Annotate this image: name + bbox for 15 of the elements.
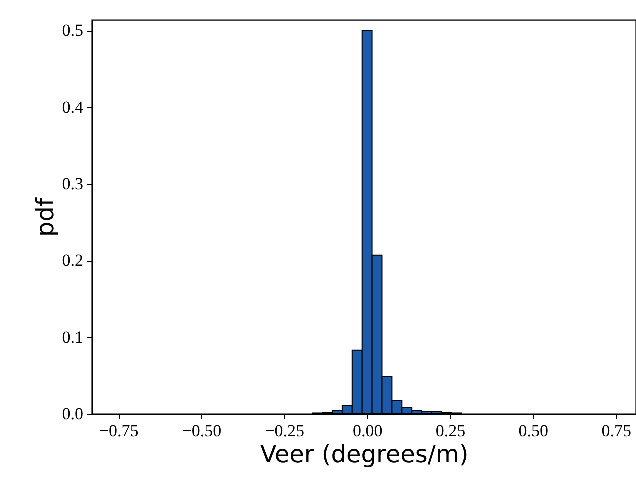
y-tick-label: 0.3	[62, 174, 84, 194]
x-tick-label: 0.75	[602, 422, 632, 440]
x-axis-title: Veer (degrees/m)	[260, 440, 469, 468]
x-tick-label: 0.50	[518, 422, 549, 440]
x-tick-label: −0.25	[265, 422, 305, 440]
y-tick-label: 0.4	[62, 98, 84, 117]
x-tick-label: 0.25	[436, 422, 466, 440]
x-tick-label: −0.50	[182, 422, 222, 440]
y-tick-label: 0.2	[62, 251, 84, 270]
y-tick-label: 0.1	[62, 328, 84, 347]
y-axis-title: pdf	[31, 197, 60, 237]
y-tick-label: 0.5	[62, 21, 84, 40]
x-tick-label: 0.00	[352, 422, 383, 440]
y-tick-label: 0.0	[62, 404, 84, 424]
x-tick-label: −0.75	[99, 422, 139, 440]
